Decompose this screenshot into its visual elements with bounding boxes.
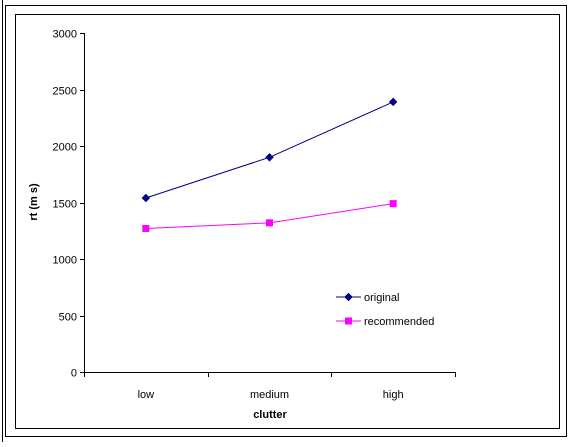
chart-area-border [15, 14, 560, 429]
x-axis-title: clutter [253, 409, 287, 421]
legend: original recommended [336, 292, 434, 328]
series-layer [141, 97, 398, 232]
y-tick-label: 0 [71, 368, 77, 380]
series-line-original [145, 101, 394, 199]
page-border [5, 5, 567, 437]
y-axis-title: rt (m s) [28, 183, 40, 221]
y-tick-label: 3000 [53, 29, 77, 41]
x-tick-label: high [383, 389, 404, 401]
data-point-original [265, 152, 274, 162]
y-tick-label: 500 [59, 312, 77, 324]
legend-item-original: original [336, 292, 399, 304]
y-tick-label: 2500 [53, 86, 77, 98]
data-point-recommended [266, 219, 273, 227]
axes: 0 500 1000 1500 2000 2500 3000 low medium high [53, 29, 456, 401]
data-point-original [141, 193, 151, 203]
data-point-recommended [389, 200, 397, 208]
y-tick-label: 1500 [53, 199, 77, 211]
data-point-recommended [142, 224, 150, 232]
data-point-original [388, 97, 398, 107]
y-tick-label: 2000 [53, 142, 77, 154]
legend-label: recommended [364, 316, 434, 328]
series-original [141, 97, 398, 203]
x-tick-label: medium [250, 389, 289, 401]
legend-label: original [364, 292, 399, 304]
legend-marker [345, 317, 352, 325]
y-tick-label: 1000 [53, 255, 77, 267]
legend-marker [344, 292, 353, 302]
legend-item-recommended: recommended [336, 316, 434, 328]
series-recommended [142, 200, 397, 232]
x-tick-label: low [138, 389, 155, 401]
